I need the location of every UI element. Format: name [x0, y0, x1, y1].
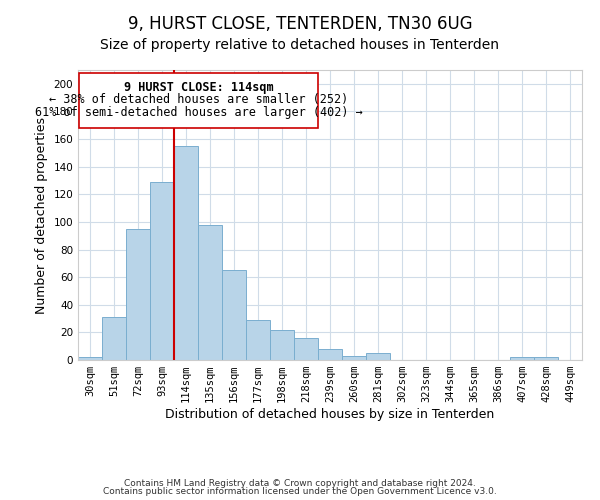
Bar: [150, 182, 174, 360]
Text: Size of property relative to detached houses in Tenterden: Size of property relative to detached ho…: [101, 38, 499, 52]
Text: ← 38% of detached houses are smaller (252): ← 38% of detached houses are smaller (25…: [49, 94, 348, 106]
Bar: [78, 357, 102, 360]
Bar: [534, 357, 558, 360]
Y-axis label: Number of detached properties: Number of detached properties: [35, 116, 48, 314]
Text: 61% of semi-detached houses are larger (402) →: 61% of semi-detached houses are larger (…: [35, 106, 362, 119]
Bar: [79, 73, 318, 128]
Bar: [366, 353, 390, 360]
Text: Contains HM Land Registry data © Crown copyright and database right 2024.: Contains HM Land Registry data © Crown c…: [124, 478, 476, 488]
Text: 9, HURST CLOSE, TENTERDEN, TN30 6UG: 9, HURST CLOSE, TENTERDEN, TN30 6UG: [128, 15, 472, 33]
Bar: [294, 338, 318, 360]
Bar: [222, 270, 246, 360]
Bar: [126, 229, 150, 360]
Text: Contains public sector information licensed under the Open Government Licence v3: Contains public sector information licen…: [103, 487, 497, 496]
Bar: [246, 320, 270, 360]
Bar: [510, 357, 534, 360]
Text: 9 HURST CLOSE: 114sqm: 9 HURST CLOSE: 114sqm: [124, 81, 274, 94]
Bar: [318, 349, 342, 360]
Bar: [198, 224, 222, 360]
Bar: [270, 330, 294, 360]
Bar: [342, 356, 366, 360]
Bar: [174, 146, 198, 360]
Bar: [102, 317, 126, 360]
X-axis label: Distribution of detached houses by size in Tenterden: Distribution of detached houses by size …: [166, 408, 494, 421]
